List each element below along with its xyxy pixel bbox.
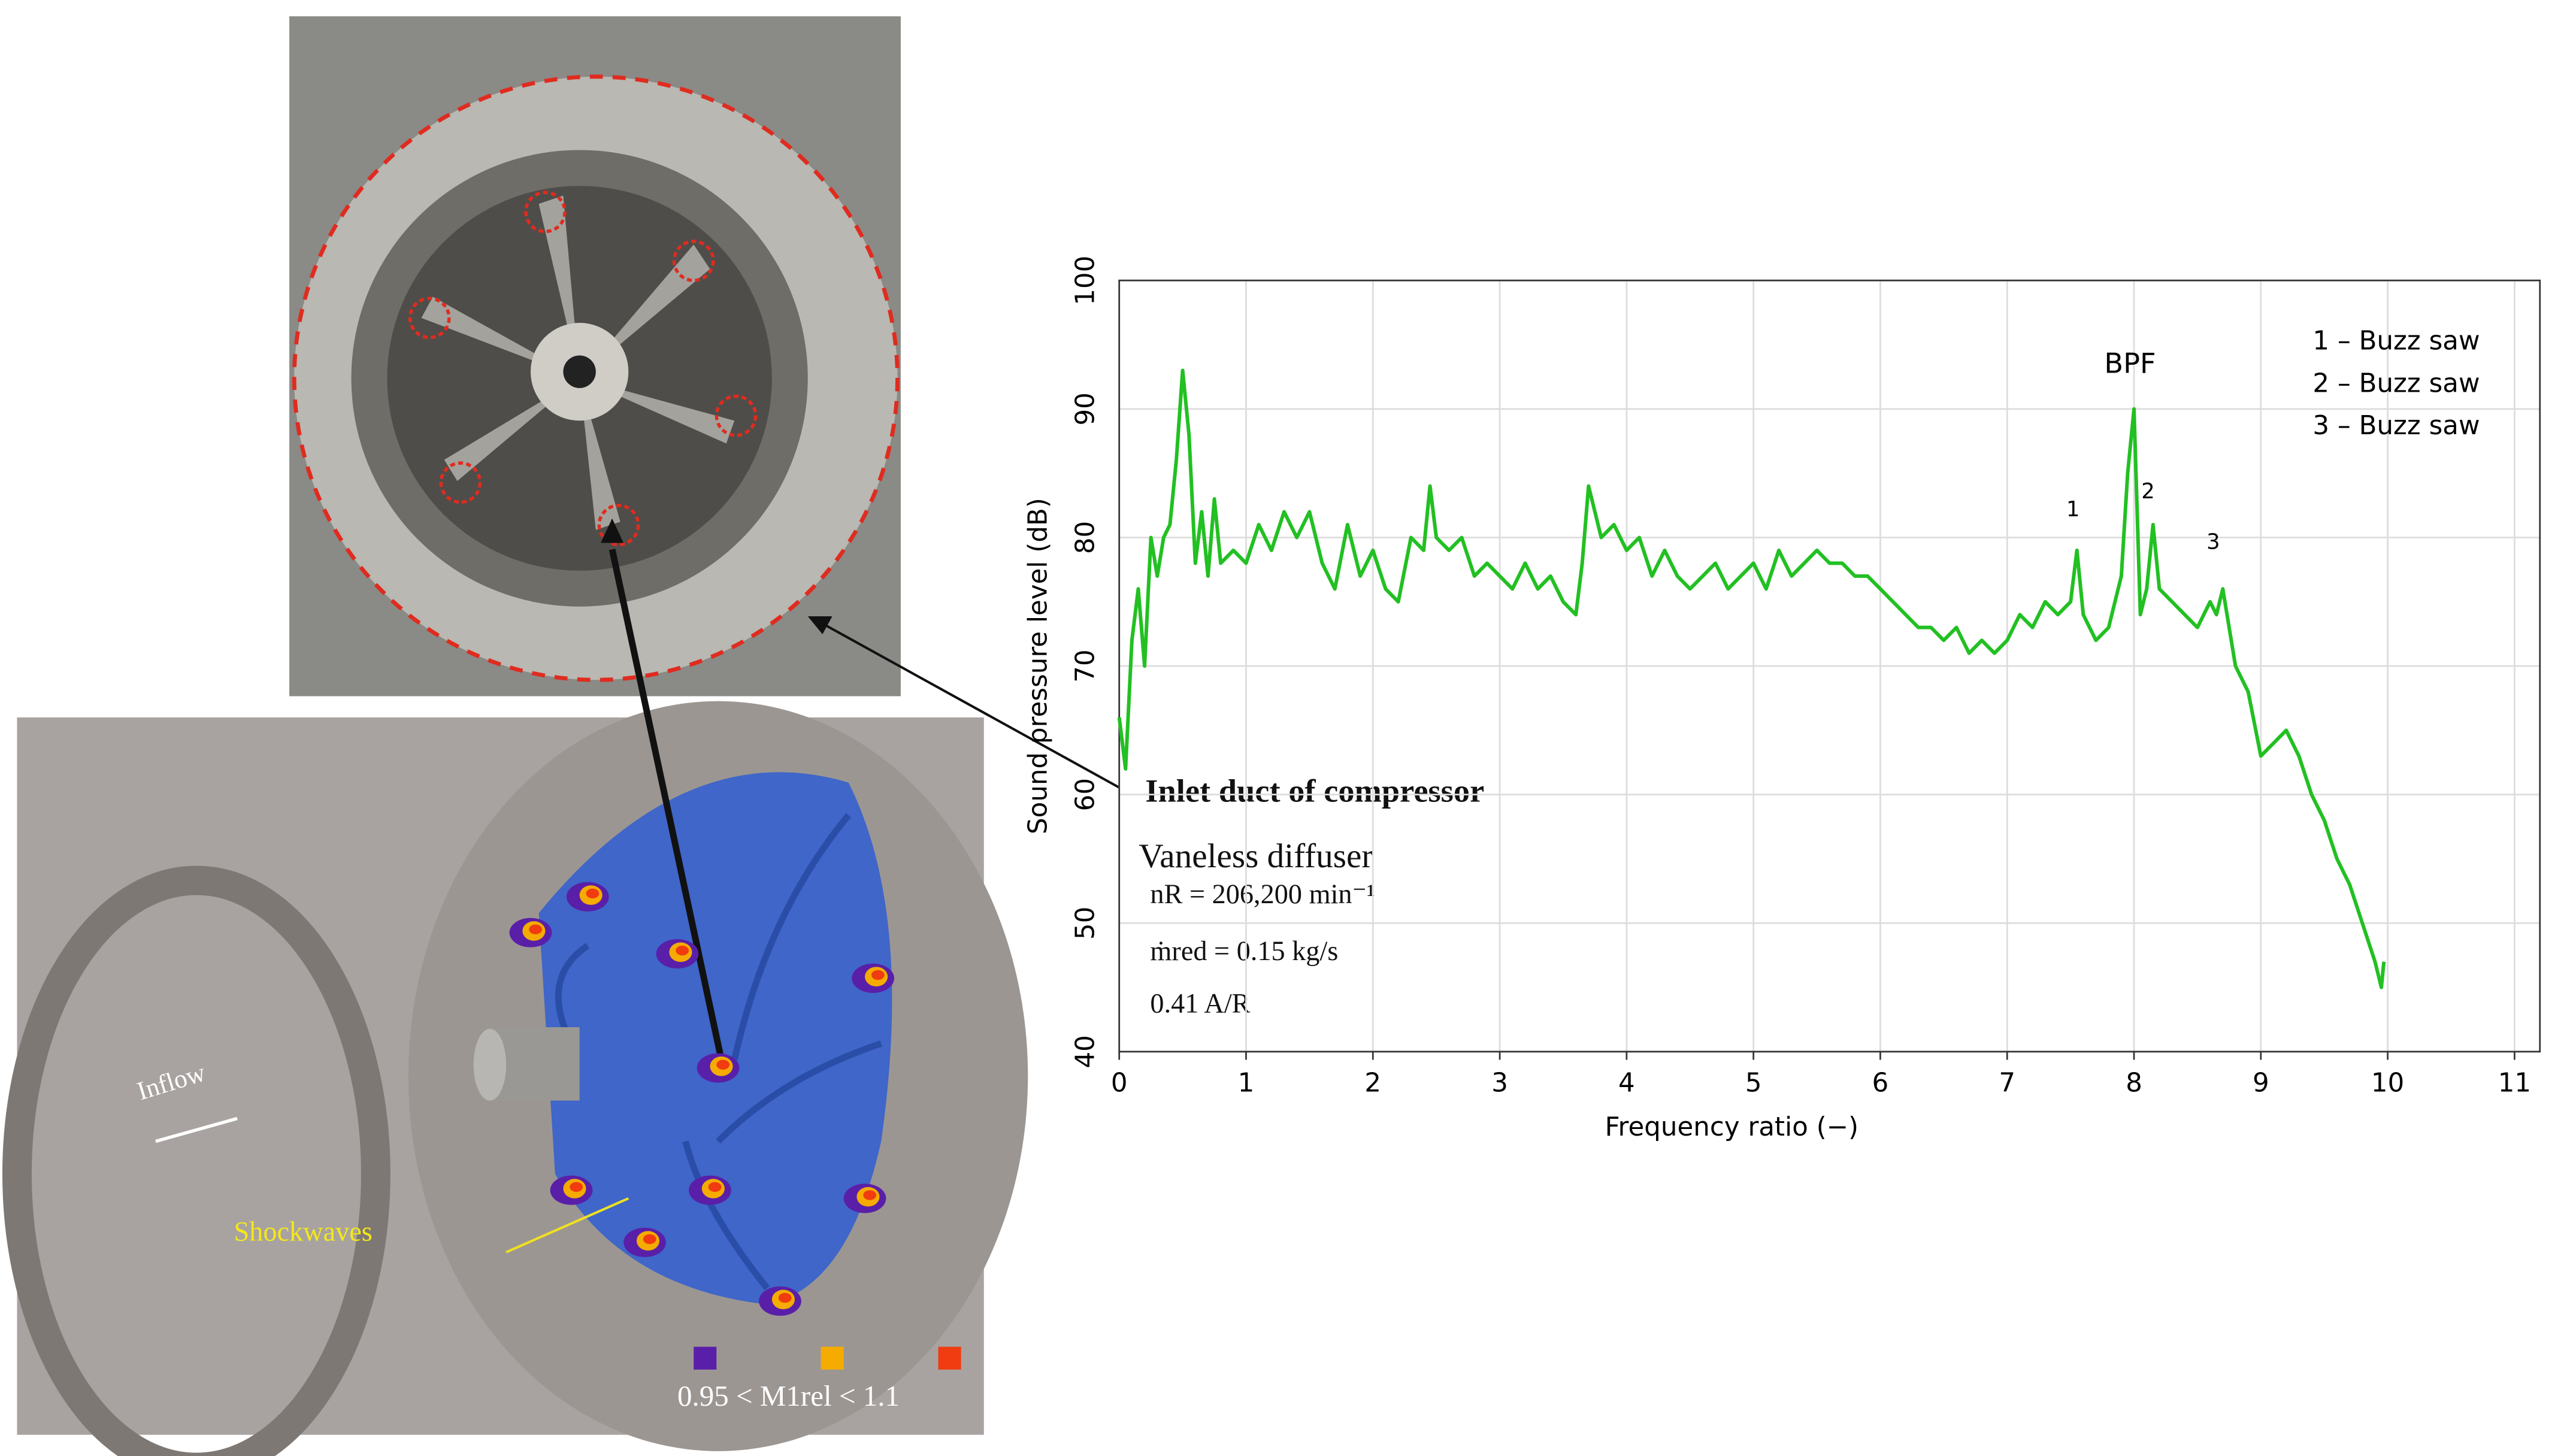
x-tick-label: 5 [1745,1068,1762,1098]
mach-swatch [694,1346,717,1370]
shock-blob [676,945,689,956]
cfd-render [2,701,1028,1456]
shock-blob [716,1060,730,1070]
spectrum-line [1117,368,2386,989]
inset-title: Inlet duct of compressor [1145,772,1484,809]
shock-blob [871,970,885,980]
x-tick-label: 9 [2253,1068,2269,1098]
inflow-arrow [155,1116,238,1143]
shock-blob [708,1182,722,1192]
shock-blob [643,1234,656,1245]
plot-frame [1118,279,2541,1053]
inlet-arrow [823,623,1120,789]
inset-line: ṁred = 0.15 kg/s [1150,936,1338,967]
mach-swatch [938,1346,961,1370]
shock-blob [586,888,600,898]
peak-label: BPF [2104,347,2156,379]
shock-blob [570,1182,583,1192]
arrow-head [601,518,624,543]
inset-line: nR = 206,200 min⁻¹ [1150,879,1375,910]
shockwaves-label: Shockwaves [234,1216,373,1247]
y-axis-label: Sound pressure level (dB) [1023,498,1053,834]
y-tick-label: 50 [1070,907,1100,940]
shock-arrow [505,1197,629,1254]
x-tick-label: 8 [2126,1068,2142,1098]
shock-blob [529,924,543,934]
x-tick-label: 3 [1491,1068,1508,1098]
mach-range: 0.95 < M1rel < 1.1 [677,1379,900,1412]
x-tick-label: 1 [1238,1068,1255,1098]
y-tick-label: 40 [1070,1035,1100,1068]
shock-blob [778,1292,792,1303]
note: 2 – Buzz saw [2312,368,2480,398]
inlet-photo [289,16,901,697]
x-axis-label: Frequency ratio (−) [1605,1112,1859,1142]
x-tick-label: 6 [1872,1068,1889,1098]
peak-label: 1 [2066,497,2080,522]
mach-swatch [821,1346,844,1370]
x-tick-label: 0 [1111,1068,1128,1098]
note: 1 – Buzz saw [2312,326,2480,356]
x-tick-label: 7 [1999,1068,2015,1098]
y-tick-label: 80 [1070,521,1100,554]
shock-blob [863,1190,877,1200]
y-tick-label: 60 [1070,778,1100,811]
arrow-head [807,616,833,634]
inset-line: Vaneless diffuser [1139,837,1373,875]
y-tick-label: 100 [1070,256,1100,305]
y-tick-label: 70 [1070,649,1100,682]
peak-label: 3 [2206,530,2220,555]
x-tick-label: 11 [2498,1068,2531,1098]
inset-line: 0.41 A/R [1150,988,1250,1019]
x-tick-label: 10 [2371,1068,2404,1098]
peak-label: 2 [2141,479,2155,504]
link-arrow [609,549,725,1061]
note: 3 – Buzz saw [2312,411,2480,441]
y-tick-label: 90 [1070,392,1100,425]
x-tick-label: 4 [1618,1068,1635,1098]
x-tick-label: 2 [1364,1068,1381,1098]
